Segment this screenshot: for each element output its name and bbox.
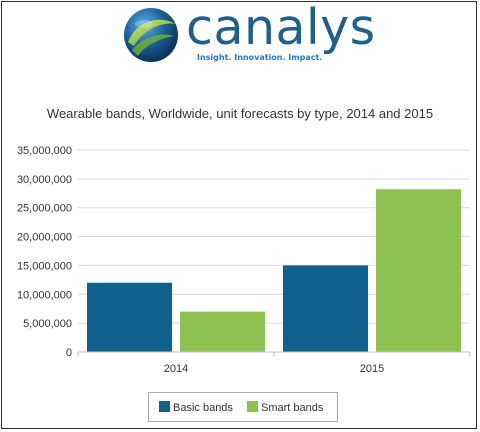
y-tick-label: 25,000,000 <box>17 203 72 215</box>
legend-item-basic-bands[interactable]: Basic bands <box>159 401 233 415</box>
bars <box>87 189 461 352</box>
legend-label-basic-bands: Basic bands <box>173 402 233 414</box>
y-tick-label: 30,000,000 <box>17 174 72 186</box>
logo-wordmark: canalys <box>186 0 376 56</box>
legend-swatch-smart-bands <box>247 401 258 412</box>
legend-swatch-basic-bands <box>159 401 170 412</box>
legend: Basic bands Smart bands <box>148 392 338 422</box>
canalys-logo: canalys Insight. Innovation. Impact. <box>122 0 375 66</box>
x-axis-ticks: 2014 2015 <box>77 352 471 375</box>
globe-icon <box>124 8 178 62</box>
legend-item-smart-bands[interactable]: Smart bands <box>247 401 323 415</box>
legend-label-smart-bands: Smart bands <box>261 402 324 414</box>
x-tick-label: 2015 <box>360 363 384 375</box>
logo-tagline: Insight. Innovation. Impact. <box>197 53 323 62</box>
chart-title: Wearable bands, Worldwide, unit forecast… <box>46 106 434 121</box>
y-tick-label: 5,000,000 <box>23 318 72 330</box>
bar-smart-bands-2015[interactable] <box>376 189 461 352</box>
y-axis-ticks: 0 5,000,000 10,000,000 15,000,000 20,000,000… <box>17 145 72 359</box>
bar-smart-bands-2014[interactable] <box>180 311 265 352</box>
y-tick-label: 15,000,000 <box>17 260 72 272</box>
x-tick-label: 2014 <box>164 363 188 375</box>
bar-basic-bands-2014[interactable] <box>87 282 172 352</box>
y-tick-label: 35,000,000 <box>17 145 72 157</box>
y-tick-label: 0 <box>66 347 72 359</box>
y-tick-label: 20,000,000 <box>17 232 72 244</box>
bar-basic-bands-2015[interactable] <box>283 265 368 352</box>
y-tick-label: 10,000,000 <box>17 289 72 301</box>
